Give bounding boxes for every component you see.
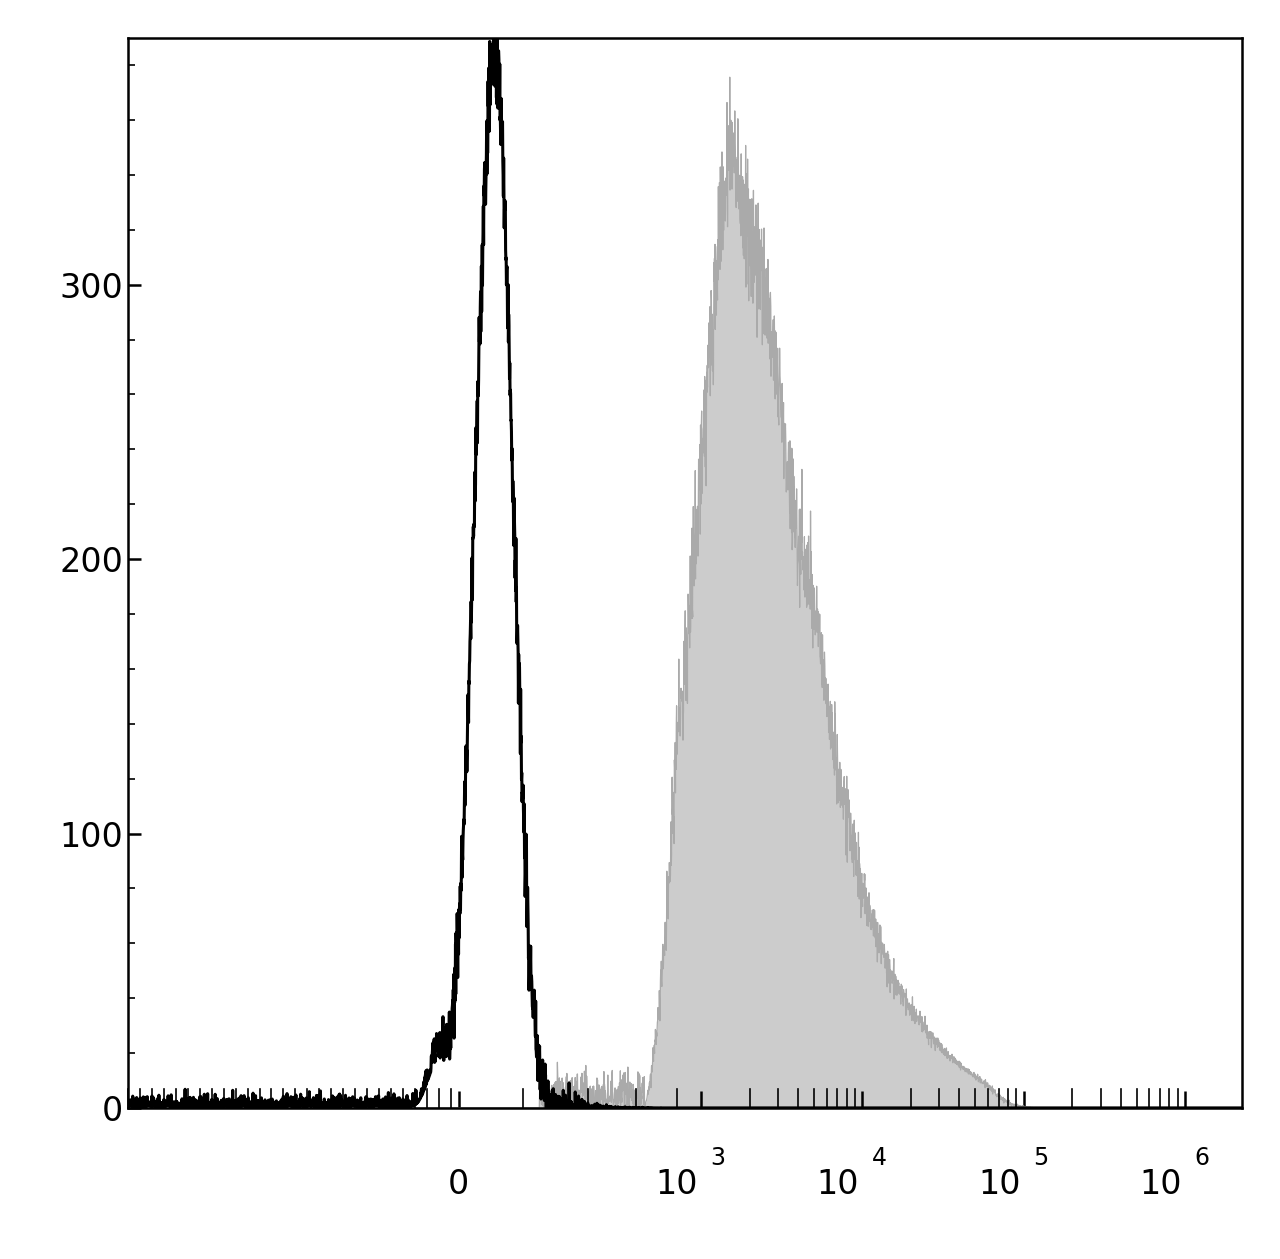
Text: 10: 10 xyxy=(978,1168,1020,1201)
Text: 4: 4 xyxy=(872,1147,887,1171)
Text: 0: 0 xyxy=(448,1168,470,1201)
Text: 3: 3 xyxy=(710,1147,726,1171)
Text: 10: 10 xyxy=(655,1168,698,1201)
Text: 5: 5 xyxy=(1033,1147,1048,1171)
Text: 10: 10 xyxy=(1139,1168,1181,1201)
Text: 10: 10 xyxy=(817,1168,859,1201)
Text: 6: 6 xyxy=(1194,1147,1210,1171)
